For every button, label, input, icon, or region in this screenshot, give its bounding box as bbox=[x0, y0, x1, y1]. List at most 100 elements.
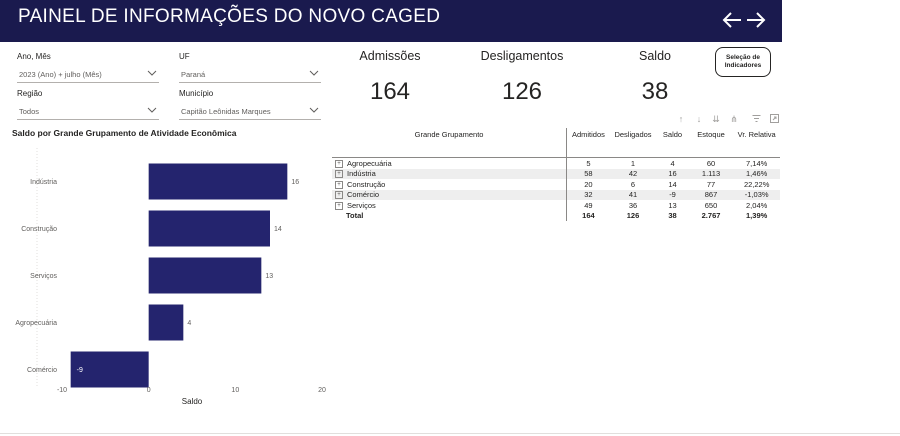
dropdown-value: Capitão Leônidas Marques bbox=[181, 107, 271, 116]
kpi-label: Admissões bbox=[359, 49, 421, 63]
uf-dropdown[interactable]: Paraná bbox=[179, 66, 321, 83]
x-axis-title: Saldo bbox=[182, 397, 203, 406]
cell-vr-relativa: 1,46% bbox=[733, 168, 780, 179]
cell-vr-relativa: 22,22% bbox=[743, 179, 770, 189]
cell-desligados: 41 bbox=[609, 189, 657, 200]
selecao-indicadores-button[interactable]: Seleção de Indicadores bbox=[715, 47, 771, 77]
data-label: 14 bbox=[274, 226, 282, 233]
slicer-uf: UF Paraná bbox=[179, 52, 321, 83]
chart-title: Saldo por Grande Grupamento de Atividade… bbox=[12, 128, 237, 138]
chevron-down-icon bbox=[309, 107, 319, 113]
arrow-down-icon[interactable]: ↓ bbox=[696, 114, 702, 124]
regiao-dropdown[interactable]: Todos bbox=[17, 103, 159, 120]
row-name: Serviços bbox=[347, 200, 376, 210]
data-label: 16 bbox=[291, 179, 299, 186]
slicer-label: Ano, Mês bbox=[17, 52, 51, 61]
cell-estoque: 1.113 bbox=[688, 168, 734, 179]
cell-saldo: 16 bbox=[656, 168, 689, 179]
page-bottom-divider bbox=[0, 433, 900, 434]
kpi-saldo: Saldo 38 bbox=[605, 49, 705, 106]
bar bbox=[148, 210, 270, 247]
chevron-down-icon bbox=[147, 70, 157, 76]
data-label: 13 bbox=[265, 273, 273, 280]
table-row[interactable]: + Construção 20 6 14 77 22,22% bbox=[332, 179, 780, 190]
table-row[interactable]: + Indústria 58 42 16 1.113 1,46% bbox=[332, 168, 780, 179]
cell-saldo: -9 bbox=[656, 189, 689, 200]
cell-vr-relativa: 7,14% bbox=[746, 158, 768, 168]
data-label: -9 bbox=[77, 367, 83, 374]
x-tick-label: -10 bbox=[57, 387, 67, 394]
button-label-line1: Seleção de bbox=[726, 54, 760, 61]
row-name: Indústria bbox=[347, 169, 376, 179]
row-name: Comércio bbox=[347, 190, 380, 200]
header-vr-relativa[interactable]: Vr. Relativa bbox=[733, 128, 780, 158]
category-label: Comércio bbox=[27, 367, 57, 374]
bar bbox=[70, 351, 149, 388]
expand-plus-icon[interactable]: + bbox=[335, 180, 343, 189]
bar bbox=[148, 304, 184, 341]
cell-saldo: 38 bbox=[668, 211, 677, 221]
cell-desligados: 1 bbox=[630, 158, 636, 168]
ano-mes-dropdown[interactable]: 2023 (Ano) + julho (Mês) bbox=[17, 66, 159, 83]
cell-desligados: 126 bbox=[626, 211, 640, 221]
kpi-value: 164 bbox=[369, 78, 411, 105]
cell-estoque: 77 bbox=[706, 179, 716, 189]
data-label: 4 bbox=[187, 320, 191, 327]
saldo-bar-chart: Indústria 16 Construção 14 Serviços 13 Agropec… bbox=[15, 148, 326, 406]
expand-plus-icon[interactable]: + bbox=[335, 159, 343, 168]
x-tick-label: 0 bbox=[147, 387, 151, 394]
slicer-label: Município bbox=[179, 89, 214, 98]
cell-vr-relativa: -1,03% bbox=[733, 189, 780, 200]
forward-arrow-icon[interactable] bbox=[744, 7, 768, 33]
category-label: Serviços bbox=[30, 273, 57, 280]
chevron-down-icon bbox=[147, 107, 157, 113]
matrix-header-row: Grande Grupamento Admitidos Desligados S… bbox=[332, 128, 780, 158]
cell-desligados: 6 bbox=[630, 179, 636, 189]
back-arrow-icon[interactable] bbox=[720, 7, 744, 33]
filter-icon[interactable] bbox=[751, 114, 761, 124]
slicer-ano-mes: Ano, Mês 2023 (Ano) + julho (Mês) bbox=[17, 52, 159, 83]
slicer-label: UF bbox=[179, 52, 190, 61]
cell-desligados: 42 bbox=[609, 168, 657, 179]
row-name: Construção bbox=[347, 179, 386, 189]
kpi-admissoes: Admissões 164 bbox=[340, 49, 440, 106]
cell-saldo: 14 bbox=[668, 179, 677, 189]
cell-estoque: 2.767 bbox=[701, 211, 721, 221]
double-arrow-down-icon[interactable]: ⇊ bbox=[712, 114, 720, 124]
cell-admitidos: 58 bbox=[566, 168, 610, 179]
expand-plus-icon[interactable]: + bbox=[335, 201, 343, 210]
header-estoque[interactable]: Estoque bbox=[688, 128, 734, 158]
arrow-up-icon[interactable]: ↑ bbox=[678, 114, 684, 124]
total-row: Total 164 126 38 2.767 1,39% bbox=[332, 210, 780, 221]
header-grande-grupamento[interactable]: Grande Grupamento bbox=[332, 128, 567, 158]
x-tick-label: 10 bbox=[231, 387, 239, 394]
header-saldo[interactable]: Saldo bbox=[656, 128, 689, 158]
kpi-label: Saldo bbox=[639, 49, 671, 63]
kpi-value: 38 bbox=[641, 78, 669, 105]
dropdown-value: Todos bbox=[19, 107, 40, 116]
municipio-dropdown[interactable]: Capitão Leônidas Marques bbox=[179, 103, 321, 120]
expand-plus-icon[interactable]: + bbox=[335, 170, 343, 179]
category-label: Construção bbox=[21, 226, 57, 233]
page-title: PAINEL DE INFORMAÇÕES DO NOVO CAGED bbox=[18, 6, 441, 27]
slicer-regiao: Região Todos bbox=[17, 89, 159, 120]
kpi-desligamentos: Desligamentos 126 bbox=[462, 49, 582, 106]
header-bar: PAINEL DE INFORMAÇÕES DO NOVO CAGED bbox=[0, 0, 782, 42]
header-admitidos[interactable]: Admitidos bbox=[566, 128, 610, 158]
category-label: Agropecuária bbox=[15, 320, 57, 327]
cell-saldo: 4 bbox=[670, 158, 675, 168]
table-row[interactable]: + Comércio 32 41 -9 867 -1,03% bbox=[332, 189, 780, 200]
expand-plus-icon[interactable]: + bbox=[335, 191, 343, 200]
total-label: Total bbox=[346, 211, 364, 221]
cell-admitidos: 32 bbox=[566, 189, 610, 200]
header-desligados[interactable]: Desligados bbox=[609, 128, 657, 158]
table-row[interactable]: + Agropecuária 5 1 4 60 7,14% bbox=[332, 157, 780, 169]
expand-hierarchy-icon[interactable]: ⋔ bbox=[730, 114, 738, 124]
table-row[interactable]: + Serviços 49 36 13 650 2,04% bbox=[332, 200, 780, 211]
bar bbox=[148, 257, 262, 294]
focus-mode-icon[interactable] bbox=[769, 114, 779, 124]
cell-admitidos: 49 bbox=[566, 200, 610, 211]
cell-desligados: 36 bbox=[628, 200, 638, 210]
dropdown-value: 2023 (Ano) + julho (Mês) bbox=[19, 70, 102, 79]
bar bbox=[148, 163, 288, 200]
